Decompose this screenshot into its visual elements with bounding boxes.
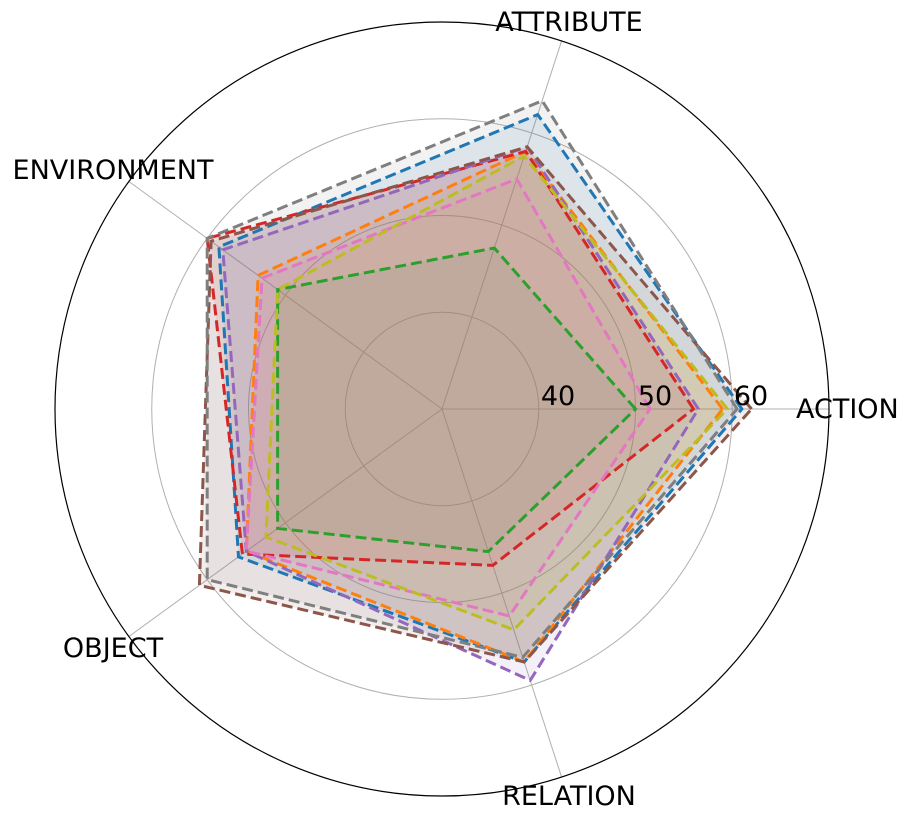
- series-4-fill: [207, 151, 694, 566]
- series-line-layer: [197, 98, 754, 683]
- r-tick-label-60: 60: [734, 381, 768, 412]
- series-6-line: [197, 145, 754, 664]
- spoke-attribute: [441, 40, 563, 410]
- axis-label-environment: ENVIRONMENT: [13, 155, 214, 186]
- series-2-fill: [246, 151, 723, 662]
- series-7-line: [244, 177, 652, 618]
- series-8-line: [205, 98, 739, 660]
- series-2-line: [244, 149, 725, 664]
- series-8-fill: [207, 100, 738, 658]
- series-1-line: [217, 112, 744, 664]
- series-9-line: [264, 154, 730, 632]
- axis-label-attribute: ATTRIBUTE: [495, 7, 642, 38]
- axis-label-relation: RELATION: [502, 781, 636, 812]
- series-9-fill: [265, 156, 728, 630]
- series-6-fill: [199, 146, 752, 663]
- label-layer: ACTION ATTRIBUTE ENVIRONMENT OBJECT RELA…: [13, 7, 899, 812]
- spoke-environment: [128, 181, 443, 410]
- series-7-fill: [246, 179, 651, 616]
- outer-frame: [54, 21, 830, 797]
- series-3-fill: [277, 248, 636, 552]
- axis-label-object: OBJECT: [63, 633, 164, 664]
- series-5-fill: [222, 146, 699, 681]
- series-3-line: [276, 246, 638, 554]
- series-5-line: [221, 145, 701, 683]
- r-tick-label-40: 40: [541, 381, 575, 412]
- r-tick-label-50: 50: [638, 381, 672, 412]
- spoke-object: [128, 408, 443, 637]
- spoke-relation: [441, 408, 563, 778]
- axis-label-action: ACTION: [796, 394, 899, 425]
- series-fill-layer: [199, 100, 752, 681]
- series-1-fill: [218, 114, 742, 663]
